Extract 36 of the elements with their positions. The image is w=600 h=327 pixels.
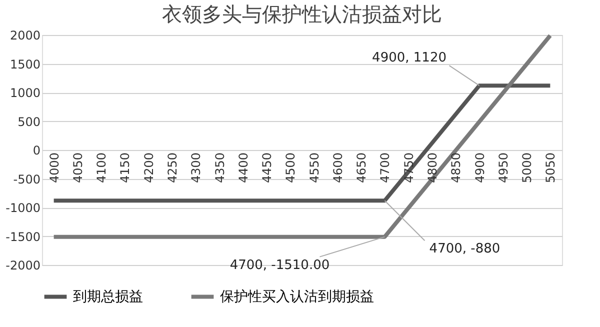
x-tick-label: 4900 <box>472 152 487 184</box>
y-tick-label: -1500 <box>6 230 40 244</box>
y-tick-label: 1500 <box>10 57 40 72</box>
chart-title: 衣领多头与保护性认沽损益对比 <box>162 2 442 26</box>
x-tick-label: 4000 <box>47 152 62 184</box>
x-tick-label: 4150 <box>118 152 132 184</box>
y-tick-label: 500 <box>18 114 40 129</box>
x-tick-label: 4500 <box>284 152 298 184</box>
y-tick-label: -1000 <box>6 201 40 215</box>
x-tick-label: 4200 <box>142 152 156 184</box>
y-tick-label: 0 <box>32 144 40 158</box>
x-tick-label: 4600 <box>330 152 345 184</box>
y-tick-label: 1000 <box>10 86 40 100</box>
annotation: 4700, -880 <box>429 242 500 257</box>
x-tick-label: 4100 <box>94 152 109 184</box>
x-tick-label: 4450 <box>260 152 274 184</box>
x-tick-label: 4300 <box>189 152 204 184</box>
legend-label: 保护性买入认沽到期损益 <box>220 288 374 305</box>
x-tick-label: 4850 <box>449 152 464 184</box>
annotation: 4900, 1120 <box>372 50 446 66</box>
y-tick-label: -2000 <box>6 258 40 272</box>
x-tick-label: 4350 <box>212 152 227 184</box>
x-tick-label: 4050 <box>70 152 85 184</box>
x-tick-label: 5000 <box>520 152 534 184</box>
x-tick-label: 4700 <box>378 152 392 184</box>
x-tick-label: 4550 <box>307 152 322 184</box>
x-tick-label: 4250 <box>166 152 180 184</box>
y-tick-label: -500 <box>13 172 40 186</box>
x-tick-label: 4950 <box>496 152 510 184</box>
x-tick-label: 4400 <box>236 152 250 184</box>
x-tick-label: 5050 <box>544 152 558 184</box>
y-tick-label: 2000 <box>10 28 40 42</box>
annotation: 4700, -1510.00 <box>230 258 330 273</box>
legend-label: 到期总损益 <box>73 288 143 305</box>
x-tick-label: 4650 <box>354 152 369 184</box>
x-tick-label: 4800 <box>426 152 440 184</box>
